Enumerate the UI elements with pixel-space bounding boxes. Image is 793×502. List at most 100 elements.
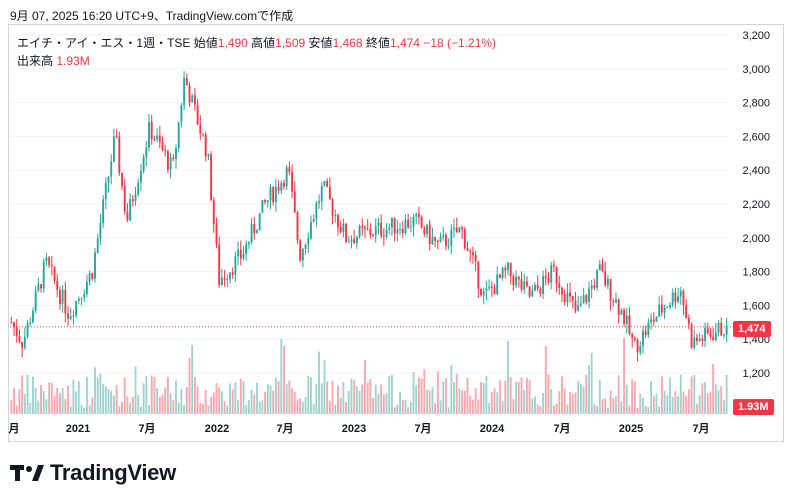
volume-bar <box>625 384 628 414</box>
volume-bar <box>539 405 542 414</box>
candle-body <box>633 337 636 341</box>
candle-body <box>669 304 671 307</box>
candle-body <box>99 222 102 239</box>
candle-body <box>83 293 86 298</box>
candle-body <box>442 235 445 237</box>
candle-body <box>539 288 542 294</box>
candle-body <box>285 167 288 187</box>
candle-body <box>693 337 696 348</box>
candle-body <box>372 234 374 236</box>
candle-body <box>364 227 366 229</box>
candle-body <box>218 244 221 285</box>
volume-bar <box>226 405 229 414</box>
volume-bar <box>37 400 40 414</box>
volume-bar <box>588 365 590 414</box>
volume-legend: 出来高 1.93M <box>17 52 90 69</box>
volume-bar <box>102 384 105 414</box>
volume-bar <box>331 380 334 414</box>
volume-bar <box>69 406 72 414</box>
candle-body <box>126 211 129 221</box>
candle-body <box>469 250 472 253</box>
volume-bar <box>609 390 612 414</box>
volume-bar <box>488 403 491 414</box>
volume-bar <box>615 396 617 414</box>
volume-bar <box>107 389 110 414</box>
volume-bar <box>53 395 56 414</box>
volume-bar <box>563 388 566 414</box>
volume-bar <box>72 379 75 414</box>
volume-bar <box>50 382 53 414</box>
candle-body <box>431 236 434 245</box>
volume-bar <box>185 387 188 414</box>
volume-bar <box>704 381 707 414</box>
candle-body <box>520 279 523 290</box>
candle-body <box>388 227 391 230</box>
candle-body <box>245 243 248 255</box>
volume-bar <box>45 399 48 414</box>
volume-bar <box>299 398 302 414</box>
candle-body <box>283 182 285 187</box>
volume-bar <box>131 396 134 414</box>
volume-bar <box>415 385 418 414</box>
y-tick-label: 3,000 <box>742 64 770 76</box>
candle-body <box>29 322 32 324</box>
volume-bar <box>382 394 385 414</box>
tradingview-logo[interactable]: TradingView <box>10 460 176 486</box>
volume-bar <box>480 382 482 414</box>
candle-body <box>150 122 153 139</box>
chart-area[interactable] <box>8 24 784 442</box>
volume-bar <box>353 380 356 414</box>
volume-bar <box>312 403 315 414</box>
volume-bar <box>266 384 269 414</box>
candle-body <box>42 261 45 289</box>
volume-bar <box>601 399 604 414</box>
volume-bar <box>534 396 536 414</box>
candle-body <box>658 304 661 317</box>
candle-body <box>428 224 431 245</box>
candle-body <box>223 277 226 280</box>
close-value: 1,474 <box>389 36 420 50</box>
candle-body <box>272 187 275 203</box>
candle-body <box>34 290 37 311</box>
candle-body <box>215 224 218 245</box>
x-tick-label: 2022 <box>205 423 229 435</box>
candle-body <box>264 200 267 202</box>
candle-body <box>701 338 704 342</box>
volume-bar <box>633 381 636 414</box>
volume-bar <box>436 371 439 414</box>
candle-body <box>417 213 420 218</box>
candle-body <box>350 239 353 242</box>
y-tick-label: 1,200 <box>742 368 770 380</box>
volume-bar <box>374 384 377 414</box>
volume-bar <box>547 374 550 414</box>
volume-bar <box>617 375 620 414</box>
volume-bar <box>498 380 501 414</box>
candle-body <box>496 274 499 295</box>
candle-body <box>320 185 323 202</box>
candle-body <box>455 227 458 233</box>
candle-body <box>212 200 215 225</box>
candle-body <box>628 315 631 334</box>
candle-body <box>612 300 615 303</box>
volume-bar <box>687 389 690 414</box>
volume-bar <box>347 390 350 414</box>
volume-bar <box>642 397 644 414</box>
volume-bar <box>212 392 215 414</box>
high-label: 高値 <box>251 36 276 50</box>
candle-body <box>67 313 69 319</box>
volume-bar <box>361 384 364 414</box>
candle-body <box>561 288 563 295</box>
candle-body <box>158 135 161 143</box>
candle-body <box>399 228 401 230</box>
volume-bar <box>345 401 348 414</box>
candle-body <box>188 85 191 103</box>
volume-bar <box>342 382 345 414</box>
volume-bar <box>10 399 13 414</box>
candle-body <box>585 295 588 302</box>
volume-bar <box>380 384 383 414</box>
volume-bar <box>450 365 453 414</box>
volume-bar <box>558 391 561 414</box>
volume-bar <box>112 395 115 414</box>
volume-bar <box>612 397 615 414</box>
